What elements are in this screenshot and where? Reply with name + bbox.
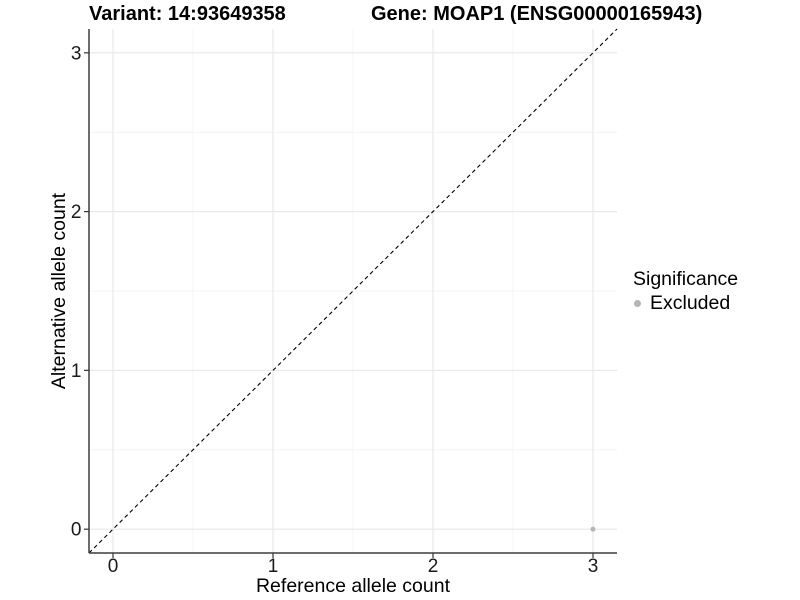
x-tick-label: 0: [108, 556, 119, 577]
legend-item-excluded: Excluded: [633, 292, 738, 315]
x-tick-label: 2: [428, 556, 439, 577]
legend-item-label: Excluded: [650, 292, 731, 314]
x-tick-label: 1: [268, 556, 279, 577]
y-tick-label: 1: [71, 361, 82, 382]
x-axis-title: Reference allele count: [255, 575, 451, 597]
legend-point-dot-icon: [634, 300, 641, 307]
x-tick-label: 3: [588, 556, 599, 577]
legend-title: Significance: [633, 268, 739, 290]
legend: Significance Excluded: [633, 268, 738, 315]
plot-title-variant: Variant: 14:93649358: [89, 3, 286, 25]
y-tick-label: 2: [71, 202, 82, 223]
plot-title-gene: Gene: MOAP1 (ENSG00000165943): [371, 3, 703, 25]
identity-reference-line: [88, 28, 618, 554]
y-tick-label: 0: [71, 520, 82, 541]
y-tick-label: 3: [71, 43, 82, 64]
y-axis-title: Alternative allele count: [48, 192, 70, 390]
data-point: [590, 526, 596, 532]
